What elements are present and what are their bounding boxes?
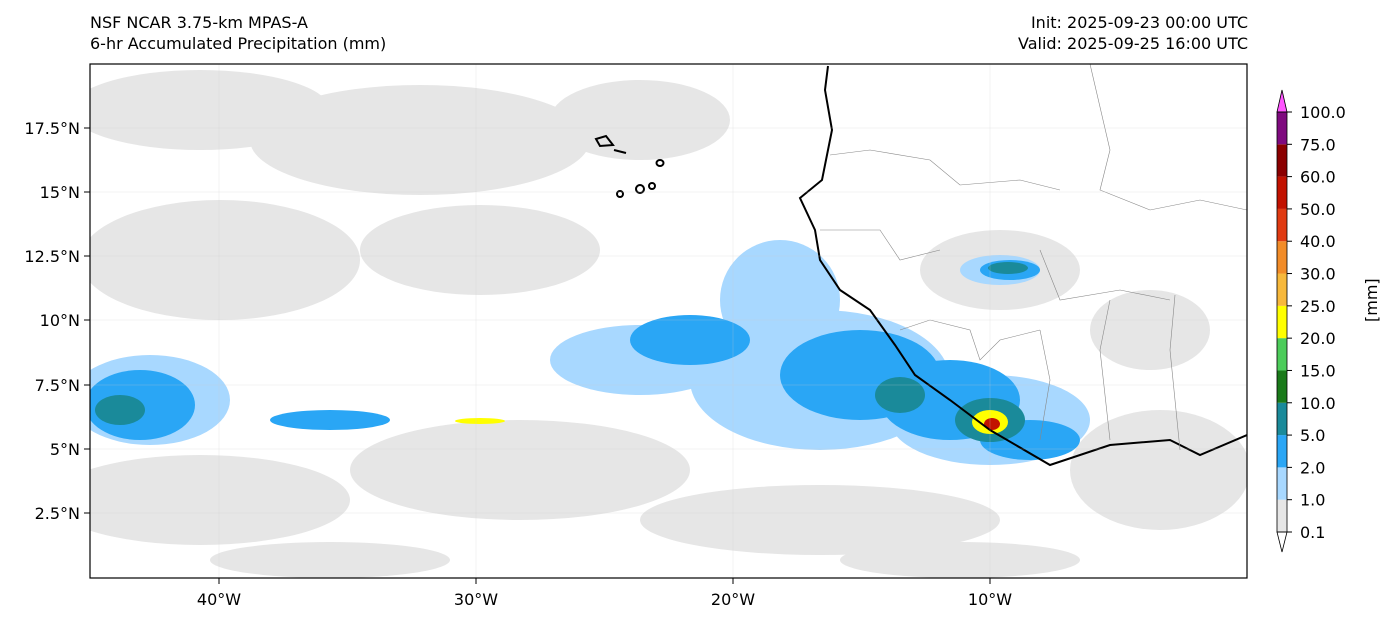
colorbar-label: 15.0: [1300, 361, 1336, 380]
colorbar-label: 1.0: [1300, 491, 1325, 510]
colorbar-frame: [1276, 111, 1288, 533]
lat-label-7-5n: 7.5°N: [35, 376, 80, 395]
colorbar-label: 75.0: [1300, 135, 1336, 154]
colorbar-units: [mm]: [1362, 278, 1381, 322]
lon-ticks: 40°W 30°W 20°W 10°W: [197, 578, 1012, 609]
colorbar-bin-8: [1277, 241, 1287, 274]
precip-5mm: [95, 262, 1028, 442]
field-title: 6-hr Accumulated Precipitation (mm): [90, 34, 387, 53]
lon-tick-30w: 30°W: [454, 578, 498, 609]
colorbar-bin-4: [1277, 370, 1287, 403]
map-frame: [89, 63, 1248, 579]
colorbar-bin-7: [1277, 273, 1287, 306]
colorbar-bin-0: [1277, 499, 1287, 532]
title-left: NSF NCAR 3.75-km MPAS-A 6-hr Accumulated…: [90, 12, 386, 54]
colorbar-extend-max: [1276, 89, 1288, 113]
model-title: NSF NCAR 3.75-km MPAS-A: [90, 13, 308, 32]
colorbar-label: 50.0: [1300, 200, 1336, 219]
precip-50mm: [984, 418, 1000, 430]
lon-label-20w: 20°W: [711, 590, 755, 609]
colorbar-bin-6: [1277, 305, 1287, 339]
colorbar-label: 5.0: [1300, 426, 1325, 445]
lon-label-40w: 40°W: [197, 590, 241, 609]
map-layers: [90, 64, 1247, 578]
light-precip-field: [90, 70, 1247, 578]
lat-label-2-5n: 2.5°N: [35, 504, 80, 523]
init-time: Init: 2025-09-23 00:00 UTC: [1030, 13, 1248, 32]
cape-verde-islands: [594, 134, 665, 198]
lon-label-30w: 30°W: [454, 590, 498, 609]
colorbar-label: 40.0: [1300, 232, 1336, 251]
colorbar-label: 2.0: [1300, 458, 1325, 477]
valid-time: Valid: 2025-09-25 16:00 UTC: [1017, 34, 1248, 53]
coastline: [798, 65, 1247, 467]
colorbar-bin-2: [1277, 435, 1287, 468]
colorbar-label: 60.0: [1300, 168, 1336, 187]
colorbar-extend-min: [1276, 531, 1288, 553]
colorbar-bin-10: [1277, 176, 1287, 209]
colorbar-label: 100.0: [1300, 103, 1346, 122]
colorbar-bin-1: [1277, 467, 1287, 500]
colorbar-label: 20.0: [1300, 329, 1336, 348]
lat-label-17-5n: 17.5°N: [24, 119, 80, 138]
lon-tick-10w: 10°W: [968, 578, 1012, 609]
colorbar-label: 30.0: [1300, 265, 1336, 284]
lat-label-15n: 15°N: [40, 183, 80, 202]
colorbar-label: 25.0: [1300, 297, 1336, 316]
lat-label-10n: 10°N: [40, 311, 80, 330]
lon-tick-20w: 20°W: [711, 578, 755, 609]
lat-label-12-5n: 12.5°N: [24, 247, 80, 266]
lat-ticks: 17.5°N 15°N 12.5°N 10°N 7.5°N 5°N 2.5°N: [24, 119, 90, 523]
lon-label-10w: 10°W: [968, 590, 1012, 609]
lat-label-5n: 5°N: [50, 440, 80, 459]
colorbar-label: 0.1: [1300, 523, 1325, 542]
colorbar-bin-9: [1277, 208, 1287, 242]
title-right: Init: 2025-09-23 00:00 UTC Valid: 2025-0…: [1018, 12, 1248, 54]
grid-lines: [90, 64, 1247, 578]
colorbar-label: 10.0: [1300, 394, 1336, 413]
lon-tick-40w: 40°W: [197, 578, 241, 609]
colorbar-bin-3: [1277, 402, 1287, 436]
colorbar-bin-12: [1277, 112, 1287, 145]
colorbar: 0.1 1.0 2.0 5.0 10.0 15.0 20.0 25.0 30.0 40.0 50.0…: [1276, 89, 1346, 553]
colorbar-bin-11: [1277, 144, 1287, 177]
country-borders: [820, 64, 1247, 451]
colorbar-bin-5: [1277, 338, 1287, 371]
